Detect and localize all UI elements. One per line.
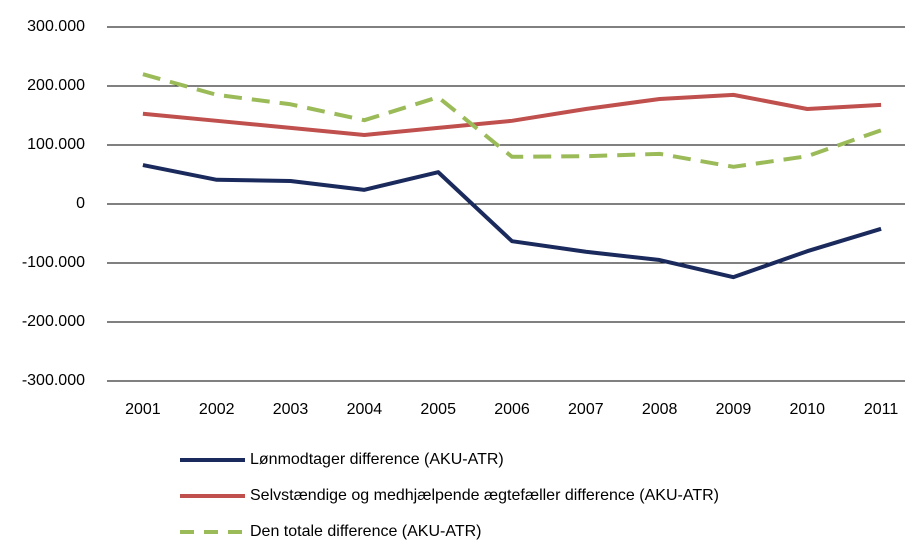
x-tick-label: 2005 [420,401,456,418]
y-tick-label: 100.000 [27,136,85,153]
y-tick-label: 0 [76,195,85,212]
x-tick-label: 2010 [789,401,825,418]
y-tick-label: -200.000 [22,313,85,330]
y-tick-label: 200.000 [27,77,85,94]
legend-label: Selvstændige og medhjælpende ægtefæller … [250,487,719,504]
y-tick-label: 300.000 [27,18,85,35]
legend-label: Lønmodtager difference (AKU-ATR) [250,451,504,468]
x-tick-label: 2006 [494,401,530,418]
legend-label: Den totale difference (AKU-ATR) [250,523,482,540]
x-tick-label: 2003 [273,401,309,418]
y-tick-label: -300.000 [22,372,85,389]
series-line [142,163,882,280]
y-tick-label: -100.000 [22,254,85,271]
series-line [142,72,882,169]
x-tick-label: 2008 [642,401,678,418]
series-line [142,92,882,137]
x-tick-label: 2011 [864,401,899,418]
x-tick-label: 2002 [199,401,235,418]
x-tick-label: 2001 [125,401,161,418]
x-tick-label: 2007 [568,401,604,418]
x-tick-label: 2009 [716,401,752,418]
x-tick-label: 2004 [347,401,383,418]
